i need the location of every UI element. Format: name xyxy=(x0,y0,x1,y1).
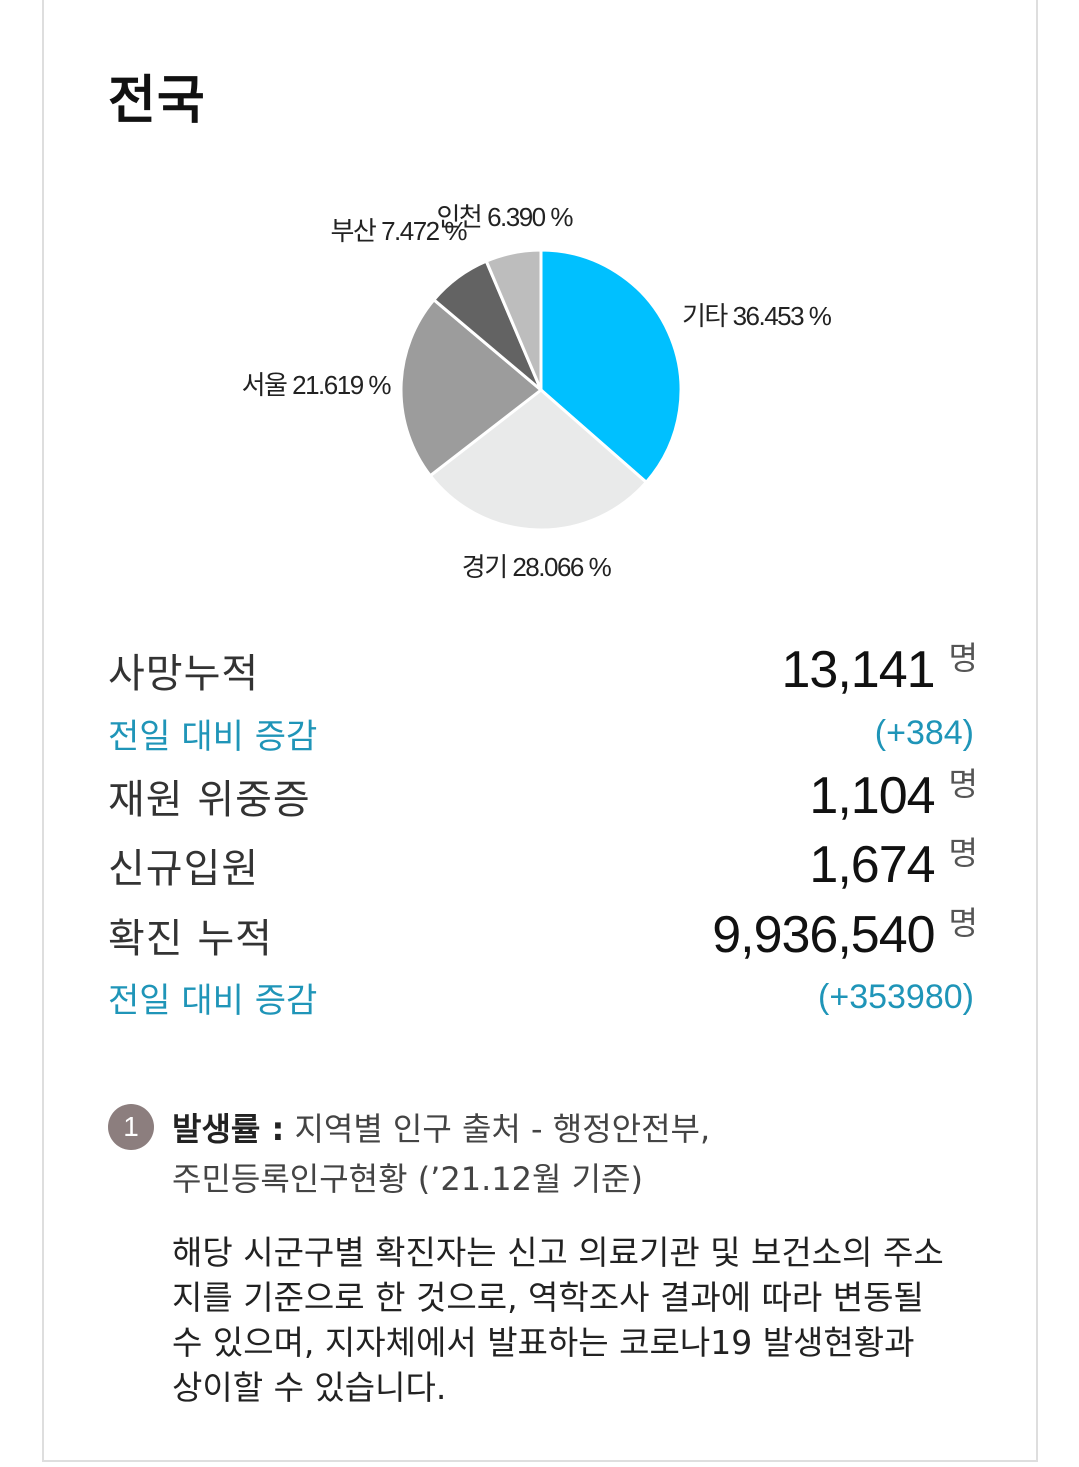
confirmed-change-value: (+353980) xyxy=(818,977,974,1016)
pie-label-인천: 인천 6.390 % xyxy=(437,202,574,232)
footnote-description: 해당 시군구별 확진자는 신고 의료기관 및 보건소의 주소지를 기준으로 한 … xyxy=(172,1233,944,1407)
critical-row: 재원 위중증 1,104 명 xyxy=(108,765,978,826)
region-pie-chart: 기타 36.453 % 경기 28.066 % 서울 21.619 % 부산 7.47… xyxy=(242,202,834,582)
critical-value: 1,104 xyxy=(809,767,935,825)
region-title: 전국 xyxy=(108,71,206,131)
admissions-value: 1,674 xyxy=(809,836,935,894)
footnote-source-line-2: 주민등록인구현황 (’21.12월 기준) xyxy=(172,1160,643,1198)
confirmed-change-row: 전일 대비 증감 (+353980) xyxy=(108,967,978,1027)
admissions-unit: 명 xyxy=(948,834,978,872)
confirmed-change-label: 전일 대비 증감 xyxy=(108,980,318,1021)
footnote-title: 발생률 : xyxy=(172,1110,285,1148)
deaths-change-label: 전일 대비 증감 xyxy=(108,716,318,757)
footnote-source-line: 발생률 : 지역별 인구 출처 - 행정안전부, xyxy=(172,1104,710,1150)
pie-label-부산: 부산 7.472 % xyxy=(331,216,468,246)
deaths-change-row: 전일 대비 증감 (+384) xyxy=(108,703,978,763)
deaths-label: 사망누적 xyxy=(108,651,260,697)
deaths-value: 13,141 xyxy=(781,641,936,699)
pie-label-기타: 기타 36.453 % xyxy=(682,301,832,331)
pie-slice-기타 xyxy=(539,248,683,485)
pie-slice-서울 xyxy=(399,297,544,478)
confirmed-unit: 명 xyxy=(948,904,978,942)
pie-slice-경기 xyxy=(428,388,649,532)
pie-label-서울: 서울 21.619 % xyxy=(242,370,392,400)
admissions-label: 신규입원 xyxy=(108,846,260,892)
critical-label: 재원 위중증 xyxy=(108,777,311,823)
deaths-change-value: (+384) xyxy=(874,713,974,752)
critical-unit: 명 xyxy=(948,765,978,803)
deaths-unit: 명 xyxy=(948,639,978,677)
pie-slice-인천 xyxy=(484,248,543,391)
footnote-number-badge: 1 xyxy=(108,1104,154,1150)
confirmed-label: 확진 누적 xyxy=(108,916,273,962)
footnote-source-text: 지역별 인구 출처 - 행정안전부, xyxy=(284,1110,711,1148)
confirmed-value: 9,936,540 xyxy=(712,906,935,964)
confirmed-row: 확진 누적 9,936,540 명 xyxy=(108,904,978,965)
admissions-row: 신규입원 1,674 명 xyxy=(108,834,978,895)
stats-card xyxy=(42,0,1038,1462)
pie-label-경기: 경기 28.066 % xyxy=(462,552,612,582)
deaths-row: 사망누적 13,141 명 xyxy=(108,639,978,700)
